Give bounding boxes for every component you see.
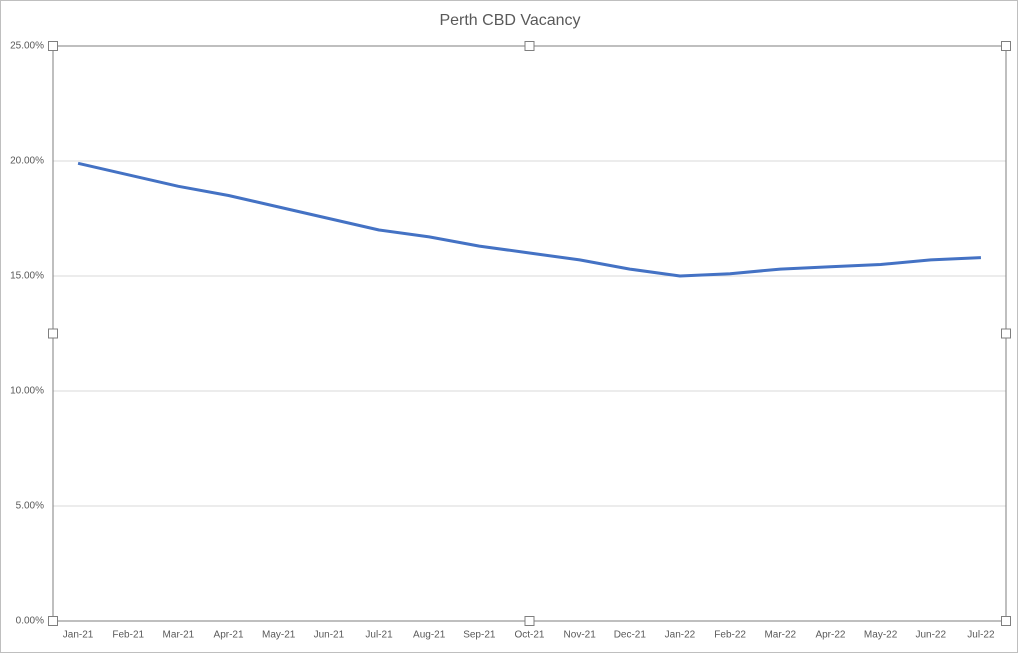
x-tick-label: Oct-21 xyxy=(514,630,544,641)
x-tick-label: May-21 xyxy=(262,630,296,641)
y-tick-label: 20.00% xyxy=(10,156,44,167)
y-tick-label: 0.00% xyxy=(16,616,44,627)
y-tick-label: 10.00% xyxy=(10,386,44,397)
selection-handle xyxy=(48,616,58,626)
selection-handle xyxy=(1001,41,1011,51)
x-tick-label: Aug-21 xyxy=(413,630,446,641)
selection-handle xyxy=(524,41,535,51)
x-tick-label: Apr-22 xyxy=(815,630,845,641)
x-tick-label: Feb-21 xyxy=(112,630,144,641)
x-tick-label: Mar-21 xyxy=(163,630,195,641)
x-tick-label: Jun-21 xyxy=(314,630,345,641)
x-tick-label: May-22 xyxy=(864,630,898,641)
x-tick-label: Jun-22 xyxy=(915,630,946,641)
data-line xyxy=(77,161,981,278)
selection-handle xyxy=(524,616,535,626)
selection-handle xyxy=(1001,616,1011,626)
x-tick-label: Dec-21 xyxy=(614,630,647,641)
selection-handle xyxy=(1001,328,1011,339)
x-tick-label: Mar-22 xyxy=(764,630,796,641)
y-tick-label: 25.00% xyxy=(10,41,44,52)
x-tick-label: Apr-21 xyxy=(214,630,244,641)
x-tick-label: Jan-21 xyxy=(63,630,94,641)
selection-handle xyxy=(48,328,58,339)
chart-title: Perth CBD Vacancy xyxy=(439,12,580,29)
x-tick-label: Jan-22 xyxy=(665,630,696,641)
x-tick-label: Feb-22 xyxy=(714,630,746,641)
y-tick-label: 5.00% xyxy=(16,501,44,512)
x-tick-label: Sep-21 xyxy=(463,630,496,641)
x-tick-label: Nov-21 xyxy=(564,630,597,641)
selection-handle xyxy=(48,41,58,51)
x-tick-label: Jul-22 xyxy=(967,630,995,641)
y-tick-label: 15.00% xyxy=(10,271,44,282)
x-tick-label: Jul-21 xyxy=(365,630,393,641)
